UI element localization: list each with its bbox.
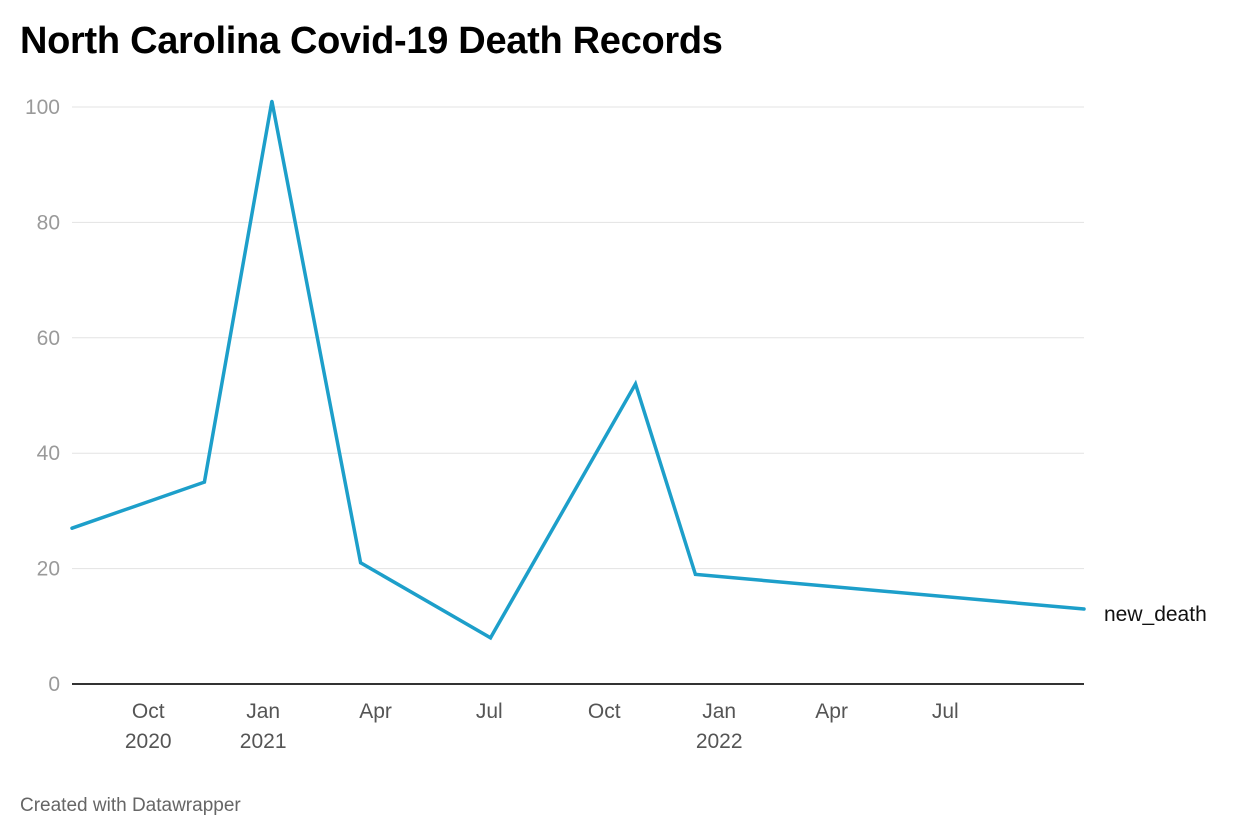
series-labels: new_death: [1104, 603, 1207, 626]
credit-footer: Created with Datawrapper: [20, 795, 241, 816]
x-tick-label-1: Jan: [246, 700, 280, 723]
data-point-0-3: [359, 561, 363, 565]
x-tick-label-0: Oct: [132, 700, 165, 723]
series-lines: [70, 99, 1086, 641]
x-tick-label-3: Jul: [476, 700, 503, 723]
x-tick-year-5: 2022: [696, 730, 743, 753]
x-tick-label-5: Jan: [702, 700, 736, 723]
series-line-new_death: [70, 100, 1086, 641]
gridlines: [72, 106, 1084, 685]
x-tick-label-4: Oct: [588, 700, 621, 723]
y-tick-label-80: 80: [37, 211, 60, 234]
data-point-0-7: [1082, 607, 1086, 611]
data-point-0-6: [693, 572, 697, 576]
x-tick-label-2: Apr: [359, 700, 392, 723]
x-tick-label-6: Apr: [815, 700, 848, 723]
data-point-0-2: [270, 99, 274, 103]
y-axis-ticks: 0 20 40 60 80 100: [25, 96, 60, 696]
y-tick-label-60: 60: [37, 327, 60, 350]
x-tick-label-7: Jul: [932, 700, 959, 723]
data-point-0-1: [202, 480, 206, 484]
series-label-new_death: new_death: [1104, 603, 1207, 626]
chart-title: North Carolina Covid-19 Death Records: [20, 20, 723, 62]
y-tick-label-20: 20: [37, 558, 60, 581]
y-tick-label-40: 40: [37, 442, 60, 465]
y-tick-label-100: 100: [25, 96, 60, 119]
x-tick-year-0: 2020: [125, 730, 172, 753]
x-tick-year-1: 2021: [240, 730, 287, 753]
data-point-0-4: [489, 636, 493, 640]
y-tick-label-0: 0: [48, 673, 60, 696]
data-point-0-5: [633, 382, 637, 386]
x-axis-ticks: Oct 2020 Jan 2021 Apr Jul Oct Jan 2022 Apr Jul: [125, 700, 959, 753]
data-point-0-0: [70, 526, 74, 530]
